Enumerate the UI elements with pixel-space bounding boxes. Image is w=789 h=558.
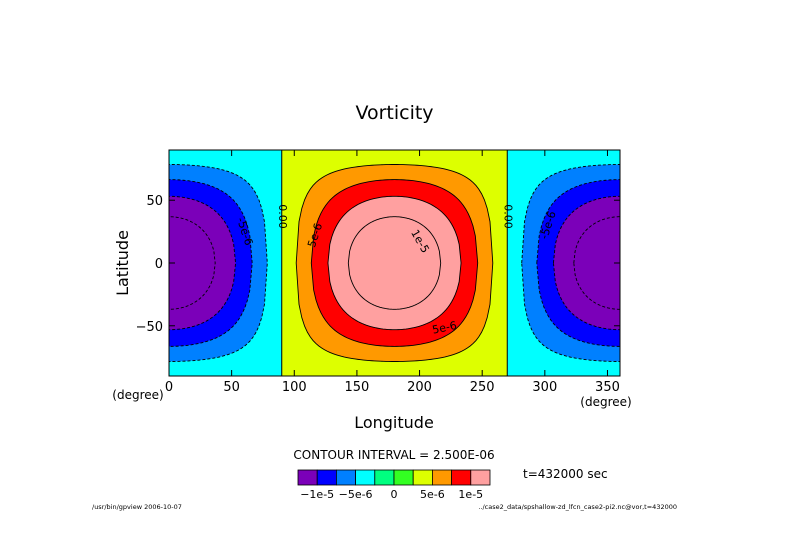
colorbar-labels: −1e-5 −5e-6 0 5e-6 1e-5 bbox=[300, 488, 483, 501]
chart-title: Vorticity bbox=[355, 102, 433, 124]
colorbar-swatch bbox=[374, 469, 395, 486]
colorbar-tick-label: 1e-5 bbox=[458, 488, 483, 501]
colorbar-swatch bbox=[297, 469, 318, 486]
y-tick-label: −50 bbox=[136, 320, 163, 335]
contour-label: 5e-6 bbox=[431, 319, 458, 337]
colorbar-swatch bbox=[393, 469, 414, 486]
contour-label: 0.00 bbox=[501, 204, 514, 229]
contour-label: 0.00 bbox=[276, 204, 289, 229]
colorbar-swatch bbox=[412, 469, 433, 486]
contour-line-positive bbox=[295, 164, 494, 362]
x-axis-unit: (degree) bbox=[112, 388, 163, 402]
colorbar-swatch bbox=[335, 469, 356, 486]
y-tick-label: 0 bbox=[155, 257, 163, 272]
time-text: t=432000 sec bbox=[523, 467, 608, 481]
x-tick-label: 50 bbox=[223, 380, 240, 395]
negative-region bbox=[169, 164, 620, 362]
contour-line-negative bbox=[169, 179, 620, 347]
colorbar-swatch bbox=[431, 469, 452, 486]
x-axis-unit-right: (degree) bbox=[580, 395, 631, 409]
colorbar-swatch bbox=[355, 469, 376, 486]
positive-region bbox=[348, 216, 441, 310]
colorbar-swatch bbox=[470, 469, 491, 486]
colorbar-tick-label: 5e-6 bbox=[420, 488, 445, 501]
contour-line-positive bbox=[327, 195, 462, 331]
colorbar-swatch bbox=[316, 469, 337, 486]
contour-line-positive bbox=[347, 216, 442, 310]
footer-left: /usr/bin/gpview 2006-10-07 bbox=[92, 503, 182, 511]
colorbar-swatch bbox=[451, 469, 472, 486]
colorbar-tick-label: −1e-5 bbox=[300, 488, 334, 501]
x-tick-label: 100 bbox=[282, 380, 307, 395]
contour-plot-area bbox=[169, 150, 620, 376]
y-tick-label: 50 bbox=[146, 194, 163, 209]
x-tick-label: 350 bbox=[595, 380, 620, 395]
x-axis-label: Longitude bbox=[354, 413, 434, 432]
colorbar-tick-label: −5e-6 bbox=[339, 488, 373, 501]
contour-line-negative bbox=[169, 216, 620, 310]
x-tick-label: 0 bbox=[165, 380, 173, 395]
y-axis-label: Latitude bbox=[113, 230, 132, 296]
colorbar-tick-label: 0 bbox=[391, 488, 398, 501]
x-tick-label: 150 bbox=[345, 380, 370, 395]
contour-line-positive bbox=[310, 179, 479, 347]
footer-right: ../case2_data/spshallow-zd_lfcn_case2-pi… bbox=[478, 503, 677, 511]
x-tick-label: 250 bbox=[470, 380, 495, 395]
contour-interval-text: CONTOUR INTERVAL = 2.500E-06 bbox=[293, 448, 494, 462]
colorbar bbox=[297, 469, 491, 486]
x-tick-label: 200 bbox=[407, 380, 432, 395]
x-tick-label: 300 bbox=[532, 380, 557, 395]
negative-region bbox=[169, 179, 620, 347]
